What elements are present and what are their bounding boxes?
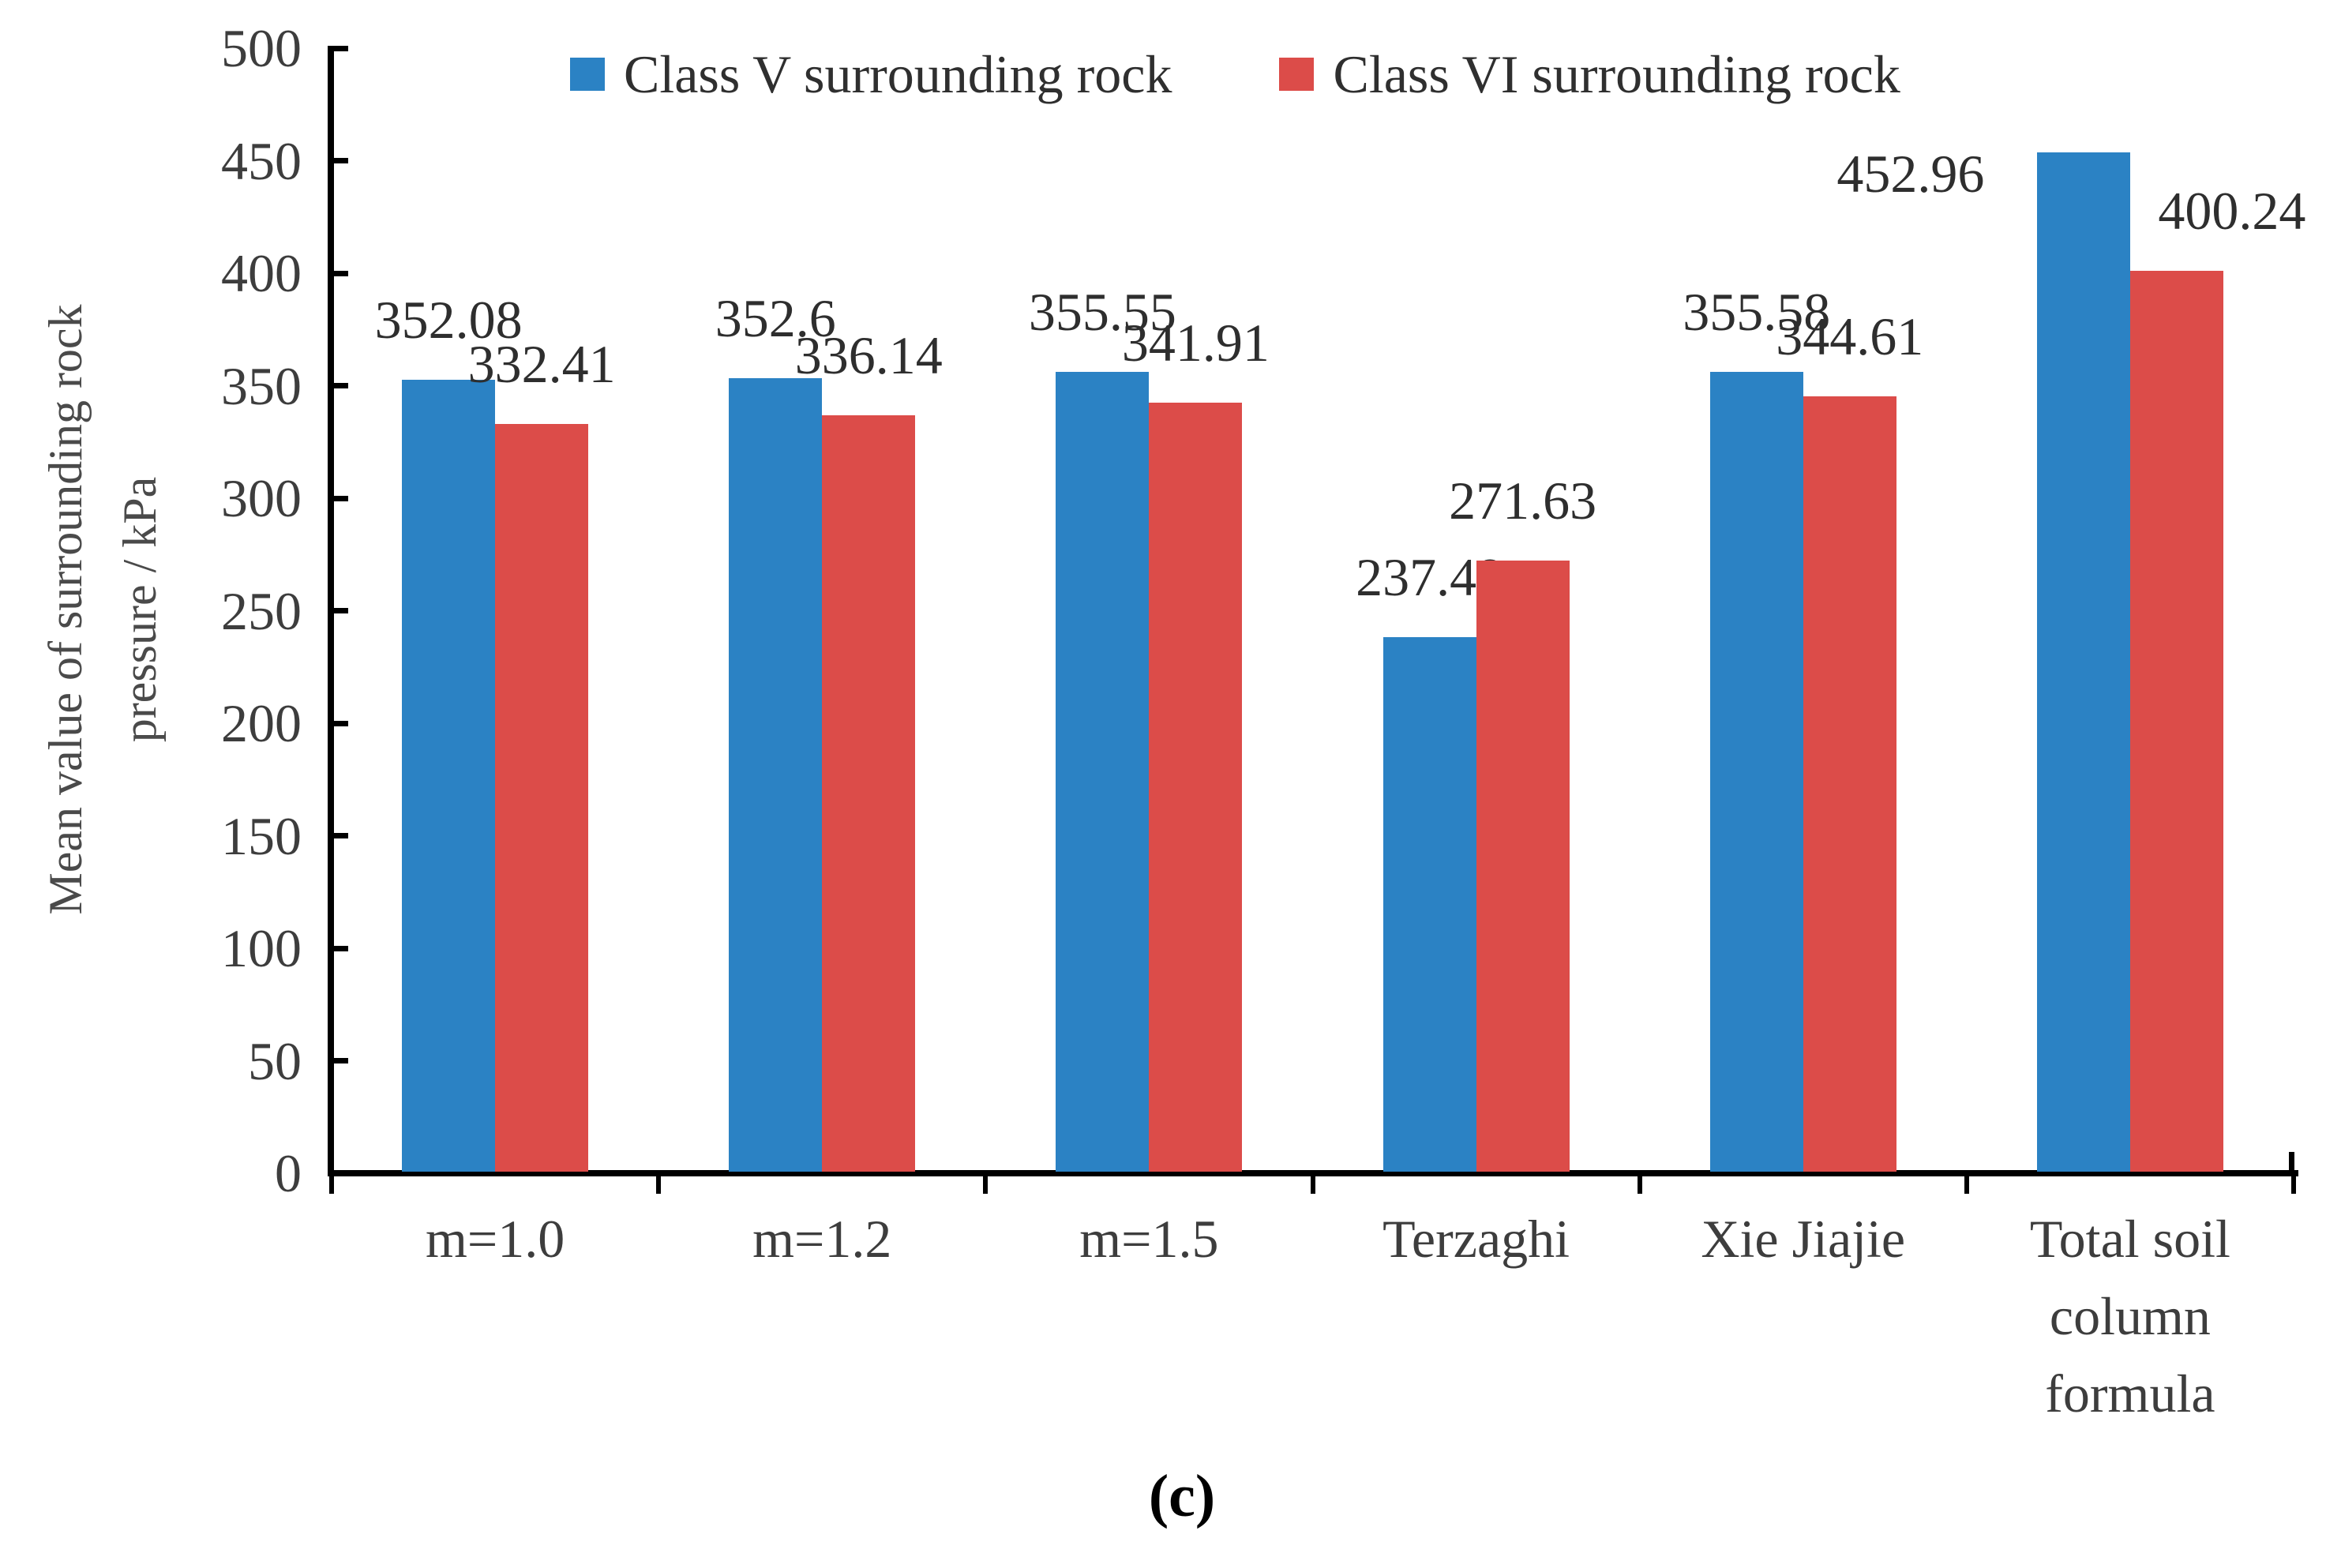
figure-caption: (c)	[1148, 1463, 1216, 1529]
bar-class-vi-surrounding-rock-m-1-5	[1149, 402, 1243, 1172]
legend-label-class-vi-surrounding-rock: Class VI surrounding rock	[1333, 44, 1900, 104]
x-tick-5	[1964, 1176, 1969, 1194]
y-tick-150	[334, 833, 348, 838]
y-tick-label-300: 300	[221, 468, 302, 528]
x-tick-2	[983, 1176, 989, 1194]
y-tick-label-100: 100	[221, 918, 302, 978]
y-tick-300	[334, 495, 348, 501]
data-label-class-v-surrounding-rock-xie-jiajie: 355.58	[1683, 281, 1831, 342]
legend-item-class-v-surrounding-rock: Class V surrounding rock	[570, 41, 1172, 107]
y-tick-label-250: 250	[221, 580, 302, 641]
category-label-line-total-soil-column-formula-1: column	[2049, 1286, 2211, 1346]
y-tick-label-200: 200	[221, 693, 302, 753]
y-tick-label-350: 350	[221, 355, 302, 416]
bar-class-v-surrounding-rock-m-1-2	[729, 378, 823, 1172]
data-label-class-vi-surrounding-rock-m-1-0: 332.41	[467, 333, 616, 394]
y-tick-50	[334, 1058, 348, 1063]
bar-class-v-surrounding-rock-xie-jiajie	[1709, 371, 1803, 1172]
legend-item-class-vi-surrounding-rock: Class VI surrounding rock	[1279, 41, 1900, 107]
category-label-xie-jiajie: Xie Jiajie	[1614, 1200, 1993, 1277]
category-label-m-1-2: m=1.2	[632, 1200, 1011, 1277]
y-tick-label-500: 500	[221, 18, 302, 78]
y-tick-label-150: 150	[221, 805, 302, 866]
bar-class-v-surrounding-rock-terzaghi	[1382, 637, 1476, 1172]
data-label-class-vi-surrounding-rock-m-1-2: 336.14	[794, 325, 943, 385]
category-label-terzaghi: Terzaghi	[1287, 1200, 1666, 1277]
x-axis-line	[328, 1170, 2298, 1176]
bar-class-vi-surrounding-rock-xie-jiajie	[1803, 396, 1896, 1172]
y-tick-label-450: 450	[221, 130, 302, 191]
bar-class-v-surrounding-rock-m-1-0	[402, 379, 496, 1172]
y-tick-450	[334, 158, 348, 163]
data-label-class-vi-surrounding-rock-m-1-5: 341.91	[1121, 312, 1270, 373]
x-axis-end-tick	[2289, 1152, 2294, 1170]
category-label-line-m-1-5-0: m=1.5	[1079, 1209, 1219, 1269]
y-tick-0	[334, 1170, 348, 1176]
y-tick-250	[334, 608, 348, 613]
y-axis-title-line1: Mean value of surrounding rock	[39, 304, 92, 915]
legend-label-class-v-surrounding-rock: Class V surrounding rock	[624, 44, 1172, 104]
y-tick-label-50: 50	[248, 1030, 302, 1091]
bar-class-v-surrounding-rock-m-1-5	[1056, 371, 1150, 1172]
category-label-line-xie-jiajie-0: Xie Jiajie	[1701, 1209, 1906, 1269]
x-tick-6	[2291, 1176, 2296, 1194]
category-label-line-total-soil-column-formula-0: Total soil	[2029, 1209, 2230, 1269]
y-axis-line	[328, 46, 334, 1176]
legend: Class V surrounding rock Class VI surroun…	[570, 41, 1900, 107]
y-tick-500	[334, 45, 348, 51]
x-tick-1	[656, 1176, 662, 1194]
data-label-class-v-surrounding-rock-total-soil-column-formula: 452.96	[1836, 144, 1985, 204]
bar-class-vi-surrounding-rock-total-soil-column-formula	[2129, 271, 2223, 1172]
data-label-class-vi-surrounding-rock-xie-jiajie: 344.61	[1776, 306, 1924, 366]
data-label-class-v-surrounding-rock-m-1-5: 355.55	[1028, 281, 1176, 342]
category-label-line-total-soil-column-formula-2: formula	[2045, 1364, 2215, 1424]
category-label-line-terzaghi-0: Terzaghi	[1382, 1209, 1570, 1269]
legend-swatch-class-v-surrounding-rock	[570, 58, 605, 91]
data-label-class-vi-surrounding-rock-terzaghi: 271.63	[1449, 470, 1597, 531]
bar-class-vi-surrounding-rock-m-1-2	[822, 415, 916, 1172]
y-tick-label-400: 400	[221, 243, 302, 303]
category-label-m-1-5: m=1.5	[959, 1200, 1338, 1277]
legend-swatch-class-vi-surrounding-rock	[1279, 58, 1315, 91]
category-label-line-m-1-0-0: m=1.0	[425, 1209, 565, 1269]
data-label-class-v-surrounding-rock-m-1-2: 352.6	[715, 288, 836, 349]
data-label-class-v-surrounding-rock-m-1-0: 352.08	[374, 289, 523, 350]
category-label-m-1-0: m=1.0	[306, 1200, 685, 1277]
category-label-total-soil-column-formula: Total soil column formula	[1941, 1200, 2320, 1432]
data-label-class-vi-surrounding-rock-total-soil-column-formula: 400.24	[2158, 181, 2306, 242]
bar-class-v-surrounding-rock-total-soil-column-formula	[2036, 152, 2130, 1172]
y-tick-350	[334, 383, 348, 388]
y-tick-200	[334, 720, 348, 726]
x-tick-4	[1637, 1176, 1642, 1194]
x-tick-0	[329, 1176, 334, 1194]
y-tick-400	[334, 270, 348, 276]
bar-class-vi-surrounding-rock-m-1-0	[495, 423, 589, 1172]
x-tick-3	[1310, 1176, 1315, 1194]
bar-class-vi-surrounding-rock-terzaghi	[1476, 560, 1570, 1172]
y-tick-label-0: 0	[275, 1143, 302, 1203]
category-label-line-m-1-2-0: m=1.2	[752, 1209, 892, 1269]
y-tick-100	[334, 945, 348, 951]
